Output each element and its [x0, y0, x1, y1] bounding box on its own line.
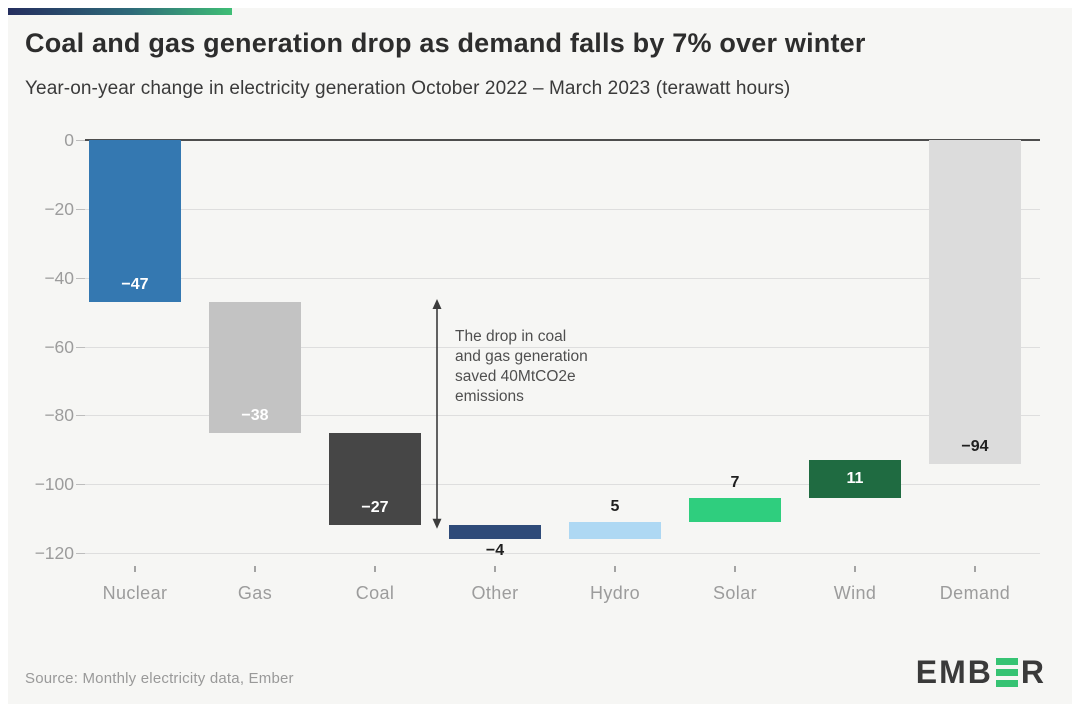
source-note: Source: Monthly electricity data, Ember — [25, 670, 294, 687]
x-axis-tick — [854, 566, 856, 572]
bar-gas — [209, 301, 301, 433]
x-axis-category-label: Demand — [939, 583, 1011, 603]
annotation-arrow-icon — [429, 298, 445, 535]
bar-value-label: −47 — [121, 275, 149, 293]
y-axis-tick-label: −60 — [44, 336, 74, 357]
x-axis-tick — [374, 566, 376, 572]
bar-hydro — [569, 522, 661, 540]
bar-value-label: 11 — [846, 469, 864, 487]
chart-subtitle: Year-on-year change in electricity gener… — [25, 78, 791, 99]
gridline — [85, 346, 1040, 348]
annotation-text: The drop in coal and gas generation saved … — [455, 327, 665, 407]
y-axis-tick-label: −80 — [44, 405, 74, 426]
gridline — [85, 484, 1040, 486]
y-axis-tick-label: −20 — [44, 198, 74, 219]
y-axis-tick-label: −40 — [44, 267, 74, 288]
x-axis-tick — [614, 566, 616, 572]
bar-nuclear — [89, 140, 181, 302]
chart-card: Coal and gas generation drop as demand f… — [8, 8, 1072, 704]
annotation-text-line: saved 40MtCO2e — [455, 368, 576, 385]
x-axis-tick — [254, 566, 256, 572]
ember-logo-text-right: R — [1020, 654, 1046, 690]
y-axis-tick — [76, 140, 85, 141]
brand-accent-bar — [8, 8, 232, 15]
y-axis-tick — [76, 553, 85, 554]
x-axis-category-label: Coal — [355, 583, 395, 603]
bar-value-label: 7 — [730, 473, 740, 491]
gridline — [85, 553, 1040, 554]
ember-logo: EMB R — [916, 654, 1046, 691]
x-axis-category-label: Hydro — [589, 583, 640, 603]
gridline — [85, 208, 1040, 210]
annotation-text-line: emissions — [455, 388, 524, 405]
annotation-text-line: and gas generation — [455, 348, 588, 365]
x-axis-category-label: Nuclear — [102, 583, 168, 603]
gridline — [85, 415, 1040, 417]
bar-value-label: −94 — [961, 437, 989, 455]
x-axis-tick — [494, 566, 496, 572]
gridline — [85, 277, 1040, 279]
annotation-text-line: The drop in coal — [455, 328, 567, 345]
y-axis-tick-label: −100 — [34, 474, 74, 495]
x-axis-tick — [734, 566, 736, 572]
bar-value-label: −27 — [361, 499, 389, 517]
x-axis-category-label: Solar — [712, 583, 758, 603]
y-axis-tick-label: −120 — [34, 543, 74, 563]
chart-title: Coal and gas generation drop as demand f… — [25, 28, 866, 58]
x-axis-category-label: Wind — [833, 583, 877, 603]
bar-other — [449, 525, 541, 540]
x-axis-tick — [974, 566, 976, 572]
bar-wind — [809, 460, 901, 498]
x-axis-category-label: Other — [471, 583, 519, 603]
y-axis-tick — [76, 208, 85, 210]
ember-logo-text-left: EMB — [915, 654, 993, 690]
y-axis-tick — [76, 277, 85, 279]
y-axis-tick — [76, 415, 85, 417]
x-axis-category-label: Gas — [237, 583, 273, 603]
bar-demand — [929, 140, 1021, 464]
y-axis-tick-label: 0 — [64, 130, 74, 150]
bar-solar — [689, 497, 781, 522]
waterfall-chart: 0 −20 −40 −60 −80 −100 −120 −47 Nuclear −38 Gas −27… — [8, 8, 1072, 704]
x-axis-tick — [134, 566, 136, 572]
bar-value-label: 5 — [610, 498, 620, 516]
y-axis-tick — [76, 346, 85, 348]
bar-value-label: −38 — [241, 406, 269, 424]
y-axis-tick — [76, 484, 85, 486]
bar-value-label: −4 — [485, 542, 505, 560]
axis-zero-line — [85, 139, 1040, 141]
bar-coal — [329, 432, 421, 526]
ember-logo-e-icon — [995, 658, 1018, 687]
